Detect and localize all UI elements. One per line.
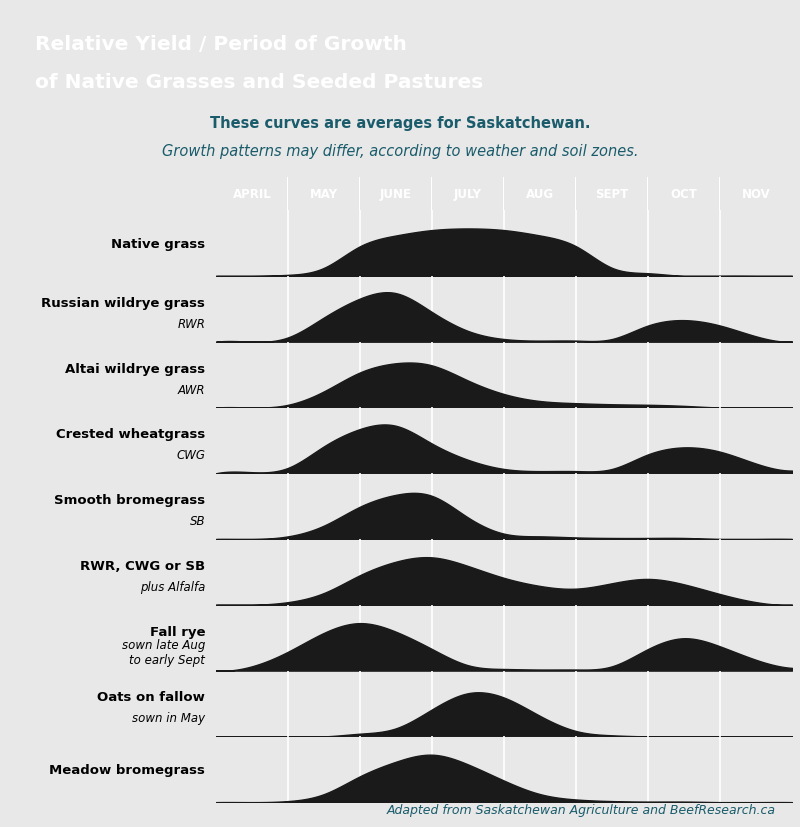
Text: Growth patterns may differ, according to weather and soil zones.: Growth patterns may differ, according to…	[162, 143, 638, 159]
Text: Relative Yield / Period of Growth: Relative Yield / Period of Growth	[35, 35, 406, 54]
Text: AWR: AWR	[178, 383, 205, 396]
Text: sown late Aug
to early Sept: sown late Aug to early Sept	[122, 638, 205, 667]
Text: RWR, CWG or SB: RWR, CWG or SB	[80, 559, 205, 572]
Text: Smooth bromegrass: Smooth bromegrass	[54, 494, 205, 506]
Text: These curves are averages for Saskatchewan.: These curves are averages for Saskatchew…	[210, 117, 590, 131]
Text: Russian wildrye grass: Russian wildrye grass	[42, 296, 205, 309]
Text: JUNE: JUNE	[380, 188, 412, 201]
Text: of Native Grasses and Seeded Pastures: of Native Grasses and Seeded Pastures	[35, 74, 483, 92]
Text: Meadow bromegrass: Meadow bromegrass	[50, 762, 205, 776]
Text: RWR: RWR	[178, 318, 205, 330]
Text: NOV: NOV	[742, 188, 770, 201]
Text: APRIL: APRIL	[233, 188, 271, 201]
Text: Oats on fallow: Oats on fallow	[98, 691, 205, 704]
Text: sown in May: sown in May	[132, 711, 205, 724]
Text: Altai wildrye grass: Altai wildrye grass	[65, 362, 205, 375]
Text: SB: SB	[190, 514, 205, 528]
Text: SEPT: SEPT	[595, 188, 629, 201]
Text: MAY: MAY	[310, 188, 338, 201]
Text: Fall rye: Fall rye	[150, 625, 205, 638]
Text: OCT: OCT	[670, 188, 698, 201]
Text: Adapted from Saskatchewan Agriculture and BeefResearch.ca: Adapted from Saskatchewan Agriculture an…	[387, 803, 776, 816]
Text: JULY: JULY	[454, 188, 482, 201]
Text: AUG: AUG	[526, 188, 554, 201]
Text: CWG: CWG	[176, 449, 205, 461]
Text: plus Alfalfa: plus Alfalfa	[140, 581, 205, 593]
Text: Native grass: Native grass	[111, 237, 205, 251]
Text: Crested wheatgrass: Crested wheatgrass	[56, 428, 205, 441]
